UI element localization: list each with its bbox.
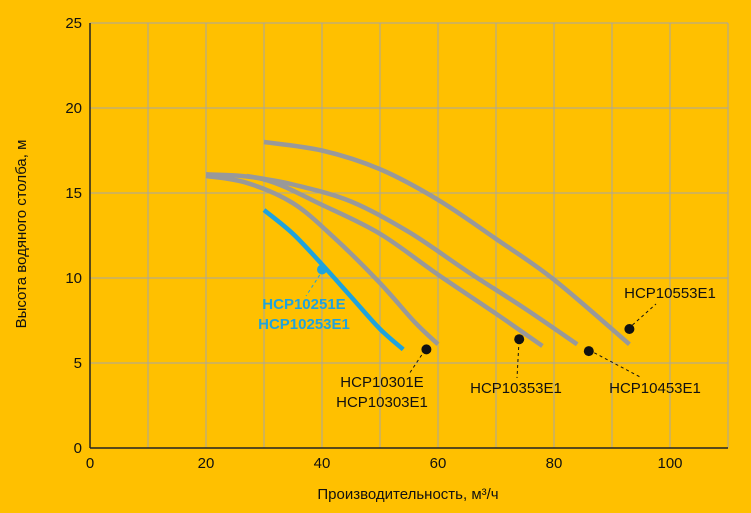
- curve-label: HCP10251E: [262, 296, 345, 313]
- y-tick-label: 10: [65, 270, 82, 287]
- annotation-marker: [624, 324, 635, 334]
- annotation-leader-line: [408, 349, 426, 375]
- y-axis-title: Высота водяного столба, м: [13, 140, 30, 329]
- curve-label: HCP10353E1: [470, 380, 562, 397]
- series-line-5: [263, 139, 631, 347]
- series-line-1: [262, 208, 405, 352]
- annotation-leader-line: [305, 269, 324, 297]
- y-tick-label: 0: [74, 440, 82, 457]
- series-lines: [205, 139, 631, 352]
- x-tick-label: 40: [314, 455, 331, 472]
- annotation-marker: [583, 346, 594, 357]
- curve-label: HCP10301E: [340, 374, 423, 391]
- x-tick-label: 100: [657, 455, 682, 472]
- curve-label: HCP10253E1: [258, 316, 350, 333]
- x-tick-label: 80: [546, 455, 563, 472]
- series-line-2: [205, 173, 440, 346]
- annotation-leader-line: [627, 303, 657, 330]
- x-tick-label: 60: [430, 455, 447, 472]
- y-tick-label: 20: [65, 100, 82, 117]
- x-tick-label: 0: [86, 455, 94, 472]
- y-tick-label: 15: [65, 185, 82, 202]
- series-line-4: [246, 173, 579, 347]
- grid: [89, 22, 729, 449]
- x-axis-title: Производительность, м³/ч: [317, 486, 498, 503]
- annotation-marker: [317, 264, 327, 275]
- annotation-leader-line: [588, 349, 643, 379]
- annotation-leader-line: [516, 340, 520, 379]
- curve-label: HCP10303E1: [336, 394, 428, 411]
- x-tick-label: 20: [198, 455, 215, 472]
- curve-label: HCP10453E1: [609, 380, 701, 397]
- y-tick-label: 5: [74, 355, 82, 372]
- curve-annotations: HCP10251E HCP10253E1 HCP10301E HCP10303E1 HC…: [258, 264, 716, 411]
- annotation-marker: [514, 334, 525, 345]
- y-tick-label: 25: [65, 15, 82, 32]
- tick-labels: 0 20 40 60 80 100 0 5 10 15 20 25: [65, 15, 682, 472]
- annotation-marker: [421, 344, 432, 355]
- curve-label: HCP10553E1: [624, 285, 716, 302]
